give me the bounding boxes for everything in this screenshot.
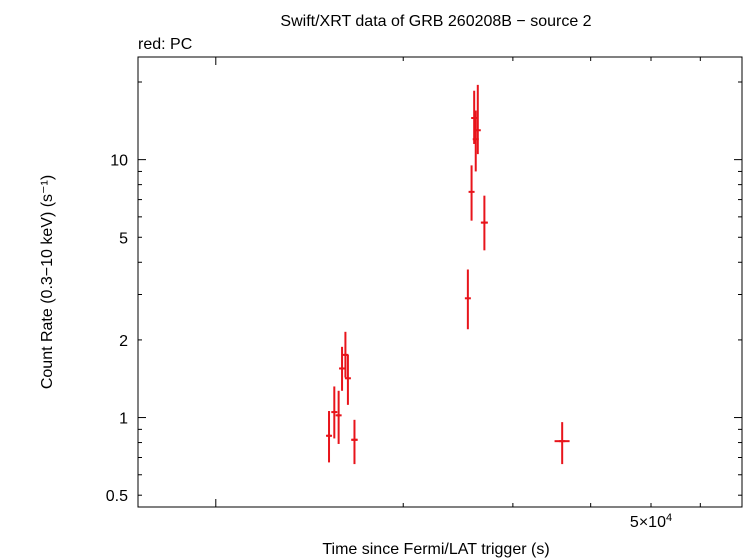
y-tick-label: 0.5 bbox=[106, 488, 128, 505]
data-point bbox=[339, 346, 346, 391]
data-point bbox=[474, 84, 481, 155]
y-tick-label: 5 bbox=[119, 230, 128, 247]
data-point bbox=[331, 386, 338, 439]
data-point bbox=[468, 165, 475, 221]
data-point bbox=[351, 419, 358, 465]
data-point bbox=[464, 269, 471, 330]
y-tick-label: 10 bbox=[110, 153, 128, 170]
x-axis-ticks bbox=[215, 57, 743, 507]
plot-frame bbox=[137, 56, 743, 508]
x-axis-tick-labels: 5×104 bbox=[630, 512, 672, 531]
y-axis-label: Count Rate (0.3−10 keV) (s⁻¹) bbox=[39, 175, 56, 389]
x-tick-label: 5×104 bbox=[630, 512, 672, 531]
y-tick-label: 2 bbox=[119, 333, 128, 350]
data-point bbox=[335, 390, 342, 444]
data-point bbox=[480, 195, 488, 251]
chart-title: Swift/XRT data of GRB 260208B − source 2 bbox=[280, 13, 591, 30]
y-axis-tick-labels: 0.5 1 2 5 10 bbox=[106, 153, 128, 506]
chart-subtitle: red: PC bbox=[138, 36, 192, 53]
data-point bbox=[344, 354, 351, 405]
y-axis-ticks bbox=[138, 81, 742, 496]
x-axis-label: Time since Fermi/LAT trigger (s) bbox=[322, 541, 549, 558]
data-points bbox=[326, 84, 570, 465]
y-tick-label: 1 bbox=[119, 411, 128, 428]
data-point bbox=[554, 422, 570, 465]
data-point bbox=[326, 411, 333, 463]
